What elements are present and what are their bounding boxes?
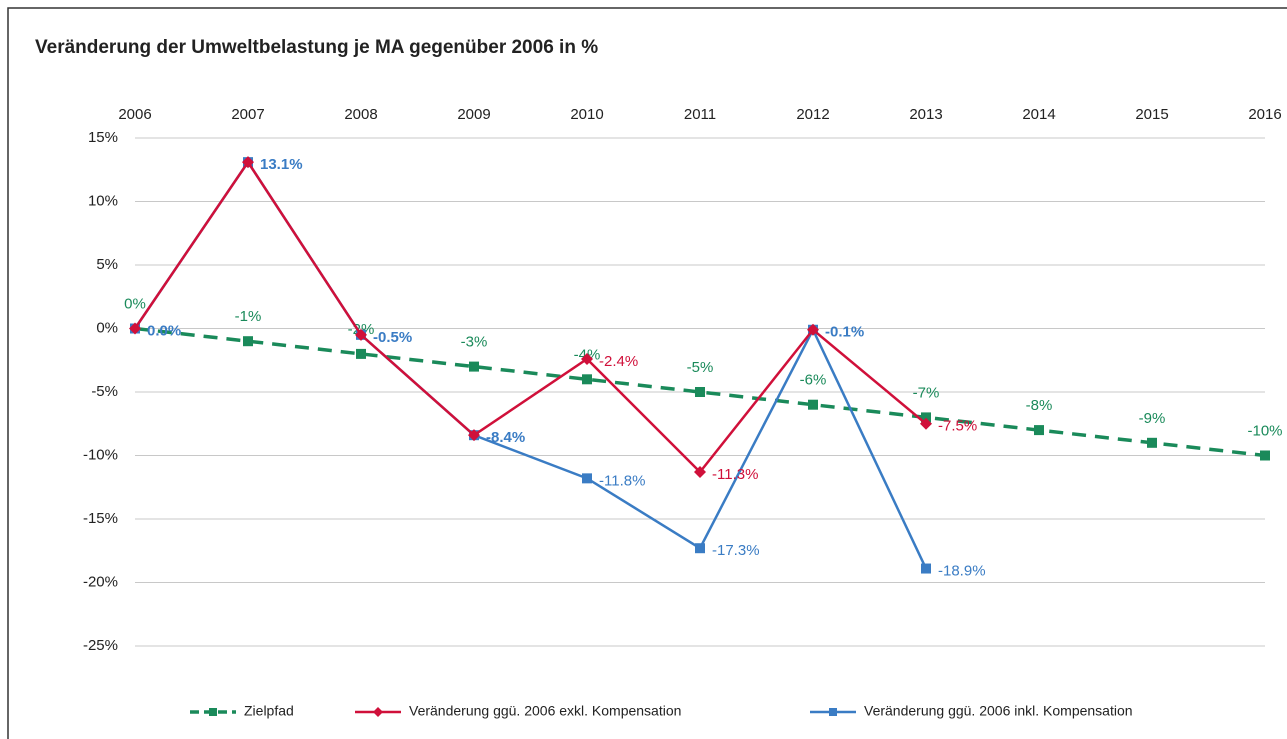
data-point — [695, 543, 705, 554]
data-point — [243, 336, 253, 347]
data-label: -11.8% — [599, 472, 645, 489]
x-tick-label: 2006 — [118, 106, 151, 123]
data-label: 0.0% — [147, 322, 181, 339]
x-tick-label: 2012 — [796, 106, 829, 123]
series-line — [133, 159, 927, 474]
legend-label: Veränderung ggü. 2006 inkl. Kompensation — [864, 703, 1133, 719]
legend-marker — [829, 708, 837, 716]
data-point — [129, 322, 141, 335]
y-tick-label: -10% — [83, 446, 118, 463]
x-tick-label: 2008 — [344, 106, 377, 123]
data-label: -9% — [1139, 410, 1166, 427]
data-label: -3% — [461, 334, 488, 351]
data-point — [582, 374, 592, 385]
legend-marker — [373, 707, 383, 717]
data-label: -11.3% — [712, 466, 758, 483]
data-point — [581, 352, 593, 365]
x-tick-label: 2014 — [1022, 106, 1055, 123]
y-tick-label: 5% — [96, 256, 118, 273]
data-label: -10% — [1247, 422, 1282, 439]
series-line — [134, 326, 1266, 458]
data-point — [469, 361, 479, 372]
chart-title: Veränderung der Umweltbelastung je MA ge… — [35, 37, 598, 58]
data-label: -6% — [800, 372, 827, 389]
data-label: -0.1% — [825, 324, 864, 341]
data-label: -7% — [913, 384, 940, 401]
x-tick-label: 2010 — [570, 106, 603, 123]
data-point — [807, 323, 819, 336]
y-tick-label: 10% — [88, 192, 118, 209]
data-label: 0% — [124, 295, 146, 312]
x-tick-label: 2007 — [231, 106, 264, 123]
data-label: -2.4% — [599, 353, 638, 370]
data-label: -1% — [235, 308, 262, 325]
data-point — [921, 563, 931, 574]
x-tick-label: 2016 — [1248, 106, 1281, 123]
y-tick-label: 0% — [96, 319, 118, 336]
data-point — [1034, 425, 1044, 436]
data-point — [921, 412, 931, 423]
data-point — [1260, 450, 1270, 461]
y-tick-label: -5% — [91, 383, 118, 400]
data-point — [355, 328, 367, 341]
data-point — [920, 417, 932, 430]
data-point — [468, 429, 480, 442]
data-label: -7.5% — [938, 418, 977, 435]
y-tick-label: 15% — [88, 129, 118, 146]
data-label: -8.4% — [486, 429, 525, 446]
data-label: -17.3% — [712, 542, 760, 559]
data-label: -18.9% — [938, 562, 986, 579]
y-tick-label: -20% — [83, 573, 118, 590]
data-point — [808, 399, 818, 410]
legend-marker — [209, 708, 217, 716]
data-point — [242, 156, 254, 169]
y-tick-label: -15% — [83, 510, 118, 527]
data-label: -5% — [687, 359, 714, 376]
data-point — [1147, 437, 1157, 448]
data-label: -0.5% — [373, 329, 412, 346]
chart-frame — [7, 7, 1287, 739]
x-tick-label: 2009 — [457, 106, 490, 123]
x-tick-label: 2011 — [684, 106, 716, 123]
x-tick-label: 2013 — [909, 106, 942, 123]
legend-label: Zielpfad — [244, 703, 294, 719]
y-tick-label: -25% — [83, 637, 118, 654]
data-label: 13.1% — [260, 156, 303, 173]
data-point — [582, 473, 592, 484]
data-point — [356, 348, 366, 359]
data-label: -8% — [1026, 397, 1053, 414]
legend-label: Veränderung ggü. 2006 exkl. Kompensation — [409, 703, 681, 719]
data-point — [694, 466, 706, 479]
data-point — [695, 387, 705, 397]
x-tick-label: 2015 — [1135, 106, 1168, 123]
